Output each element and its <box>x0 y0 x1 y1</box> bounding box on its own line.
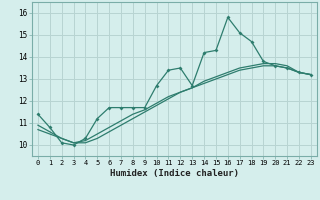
X-axis label: Humidex (Indice chaleur): Humidex (Indice chaleur) <box>110 169 239 178</box>
